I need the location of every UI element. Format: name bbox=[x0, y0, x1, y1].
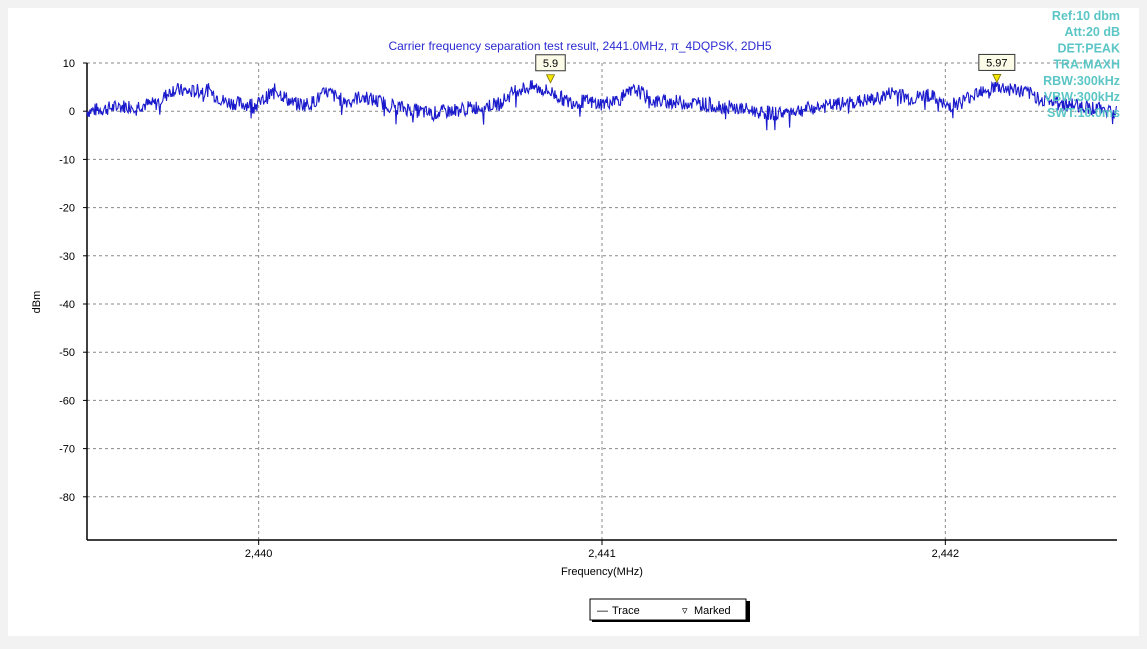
y-tick-label: -30 bbox=[59, 251, 75, 263]
marker-label-box bbox=[978, 53, 1016, 71]
legend-trace-label: Trace bbox=[612, 605, 640, 617]
trace-layer bbox=[86, 80, 1118, 131]
marker-label: 5.97 bbox=[986, 57, 1007, 69]
analyzer-setting-line: DET:PEAK bbox=[1057, 41, 1120, 55]
legend-box bbox=[589, 598, 747, 621]
trace-line bbox=[86, 80, 1118, 131]
marker-triangle bbox=[545, 74, 556, 84]
marker-label-box bbox=[535, 54, 566, 72]
legend-marked-symbol: ▿ bbox=[682, 605, 688, 617]
y-tick-label: -60 bbox=[59, 395, 75, 407]
analyzer-setting-line: Ref:10 dbm bbox=[1052, 9, 1120, 23]
x-axis-label: Frequency(MHz) bbox=[561, 566, 643, 578]
x-tick-label: 2,441 bbox=[588, 548, 616, 560]
y-tick-label: 0 bbox=[69, 106, 75, 118]
marker-label: 5.9 bbox=[543, 58, 558, 70]
chart-panel bbox=[8, 8, 1139, 636]
y-tick-label: 10 bbox=[63, 58, 75, 70]
y-tick-label: -80 bbox=[59, 492, 75, 504]
analyzer-setting-line: TRA:MAXH bbox=[1053, 58, 1120, 72]
analyzer-setting-line: VBW:300kHz bbox=[1044, 90, 1120, 104]
legend-trace-symbol: — bbox=[597, 605, 608, 617]
analyzer-setting-line: RBW:300kHz bbox=[1043, 74, 1120, 88]
legend-marked-label: Marked bbox=[694, 605, 731, 617]
analyzer-setting-line: Att:20 dB bbox=[1064, 25, 1120, 39]
analyzer-setting-line: SWT:10.0ms bbox=[1047, 106, 1120, 120]
y-tick-label: -20 bbox=[59, 203, 75, 215]
y-tick-label: -70 bbox=[59, 444, 75, 456]
y-axis-label: dBm bbox=[31, 291, 43, 314]
y-tick-label: -10 bbox=[59, 154, 75, 166]
chart-title: Carrier frequency separation test result… bbox=[388, 39, 771, 53]
x-tick-label: 2,442 bbox=[932, 548, 960, 560]
tick-label-layer: 10 0 -10 -20 -30 -40 -50 -60 -70 -80 2,440 2,441 2,4… bbox=[59, 58, 959, 560]
legend: — Trace ▿ Marked bbox=[589, 598, 750, 622]
marker-triangle bbox=[992, 74, 1002, 84]
y-tick-label: -50 bbox=[59, 347, 75, 359]
analyzer-settings: Ref:10 dbm Att:20 dB DET:PEAK TRA:MAXH RBW:3… bbox=[1043, 9, 1120, 120]
x-tick-label: 2,440 bbox=[245, 548, 273, 560]
marker-layer: 5.9 5.97 bbox=[535, 53, 1016, 84]
y-tick-label: -40 bbox=[59, 299, 75, 311]
grid-layer bbox=[87, 62, 1117, 540]
